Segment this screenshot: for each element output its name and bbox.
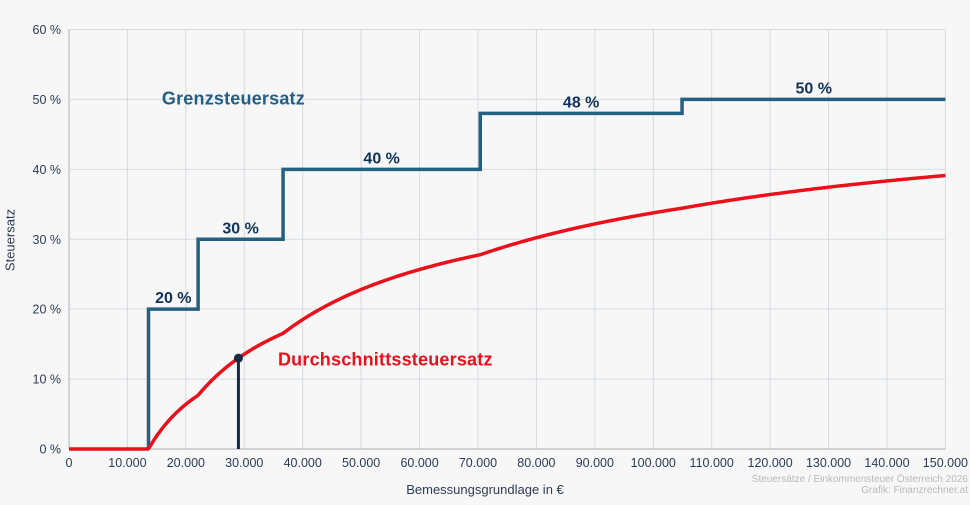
x-tick-label: 30.000 (225, 456, 263, 470)
series-layer (68, 97, 946, 451)
x-tick-label: 90.000 (576, 456, 614, 470)
series-label-durchschnittssteuersatz: Durchschnittssteuersatz (277, 349, 493, 369)
step-rate-label: 40 % (363, 150, 399, 167)
series-label-grenzsteuersatz: Grenzsteuersatz (161, 88, 305, 109)
x-tick-label: 0 (66, 456, 73, 470)
x-tick-label: 80.000 (517, 456, 555, 470)
y-tick-label: 0 % (39, 443, 61, 457)
y-tick-label: 60 % (33, 23, 62, 37)
step-label-layer: 20 % 30 % 40 % 48 % 50 % (155, 80, 832, 307)
attribution: Steuersätze / Einkommensteuer Österreich… (752, 474, 968, 496)
x-axis-title: Bemessungsgrundlage in € (406, 482, 564, 497)
x-tick-label: 40.000 (284, 456, 322, 470)
x-tick-label: 10.000 (108, 456, 146, 470)
step-rate-label: 48 % (563, 94, 599, 111)
x-tick-label: 150.000 (923, 456, 968, 470)
x-tick-label: 50.000 (342, 456, 380, 470)
marker-dot (233, 353, 243, 363)
x-tick-label: 140.000 (864, 456, 909, 470)
y-tick-label: 50 % (33, 93, 62, 107)
x-tick-label: 110.000 (690, 456, 734, 470)
attribution-line-2: Grafik: Finanzrechner.at (861, 485, 968, 496)
marginal-rate-step-line (146, 97, 946, 449)
marker-layer (233, 353, 243, 449)
step-rate-label: 20 % (155, 290, 191, 307)
average-rate-curve (68, 173, 946, 451)
y-tick-label: 40 % (33, 163, 62, 177)
attribution-line-1: Steuersätze / Einkommensteuer Österreich… (751, 474, 968, 485)
y-tick-label: 20 % (33, 303, 62, 317)
x-tick-label: 130.000 (806, 456, 851, 470)
y-tick-label: 10 % (33, 373, 62, 387)
x-tick-label: 120.000 (748, 456, 793, 470)
y-tick-label: 30 % (33, 233, 62, 247)
tick-label-layer: 0 10.000 20.000 30.000 40.000 50.000 60.000 70.… (33, 23, 969, 470)
step-rate-label: 30 % (222, 220, 258, 237)
x-tick-label: 100.000 (631, 456, 676, 470)
x-tick-label: 70.000 (459, 456, 497, 470)
x-tick-label: 20.000 (167, 456, 205, 470)
x-tick-label: 60.000 (400, 456, 438, 470)
y-axis-title: Steuersatz (2, 208, 18, 272)
step-rate-label: 50 % (795, 80, 831, 97)
